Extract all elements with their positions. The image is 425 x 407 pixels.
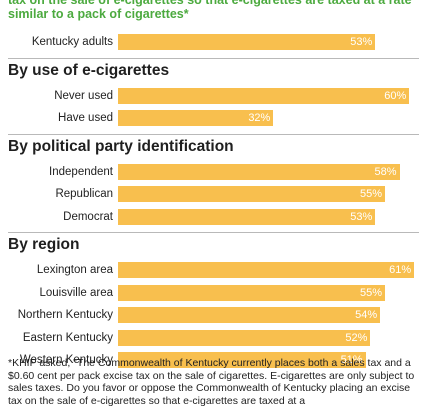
bar: 52% [118,329,371,346]
chart-title: tax on the sale of e-cigarettes so that … [8,0,412,21]
bar-row: Never used 60% [0,87,425,104]
section-heading: By use of e-cigarettes [8,61,170,79]
category-label: Lexington area [36,264,113,276]
category-label: Northern Kentucky [17,309,113,321]
bar-row: Northern Kentucky 54% [0,307,425,323]
category-label: Western Kentucky [19,354,113,366]
bar-row: Independent 58% [0,163,425,180]
bar-row: Democrat 53% [0,208,425,225]
category-label: Republican [55,188,113,200]
category-label: Independent [49,165,113,178]
bar: 60% [118,87,410,104]
value-label: 32% [248,112,271,124]
value-label: 51% [340,354,363,366]
bar: 54% [118,307,381,323]
bar: 61% [118,262,415,278]
bar: 55% [118,186,386,202]
bar-row: Have used 32% [0,110,425,126]
section-divider [8,57,419,59]
section-divider [8,232,419,233]
bar-row: Louisville area 55% [0,284,425,301]
value-label: 53% [350,36,373,48]
bar: 55% [118,284,386,301]
bar-row: Kentucky adults 53% [0,34,425,50]
value-label: 55% [359,286,383,299]
value-label: 60% [384,89,407,102]
category-label: Louisville area [39,286,113,299]
bar: 51% [118,352,366,368]
value-label: 58% [374,165,397,178]
section-heading: By political party identification [8,137,234,155]
section-heading: By region [8,236,80,253]
bar-row: Republican 55% [0,186,425,202]
category-label: Eastern Kentucky [22,331,113,344]
value-label: 54% [355,309,378,321]
category-label: Never used [54,89,113,102]
bar-row: Lexington area 61% [0,262,425,278]
value-label: 53% [350,210,373,223]
value-label: 55% [359,188,383,200]
section-divider [8,133,419,135]
category-label: Kentucky adults [31,36,113,48]
bar: 53% [118,34,376,50]
category-label: Have used [58,112,113,124]
value-label: 61% [389,264,412,276]
value-label: 52% [345,331,368,344]
bar: 32% [118,110,274,126]
bar-row: Eastern Kentucky 52% [0,329,425,346]
bar: 58% [118,163,400,180]
bar-row: Western Kentucky 51% [0,352,425,368]
bar: 53% [118,208,376,225]
category-label: Democrat [63,210,113,223]
